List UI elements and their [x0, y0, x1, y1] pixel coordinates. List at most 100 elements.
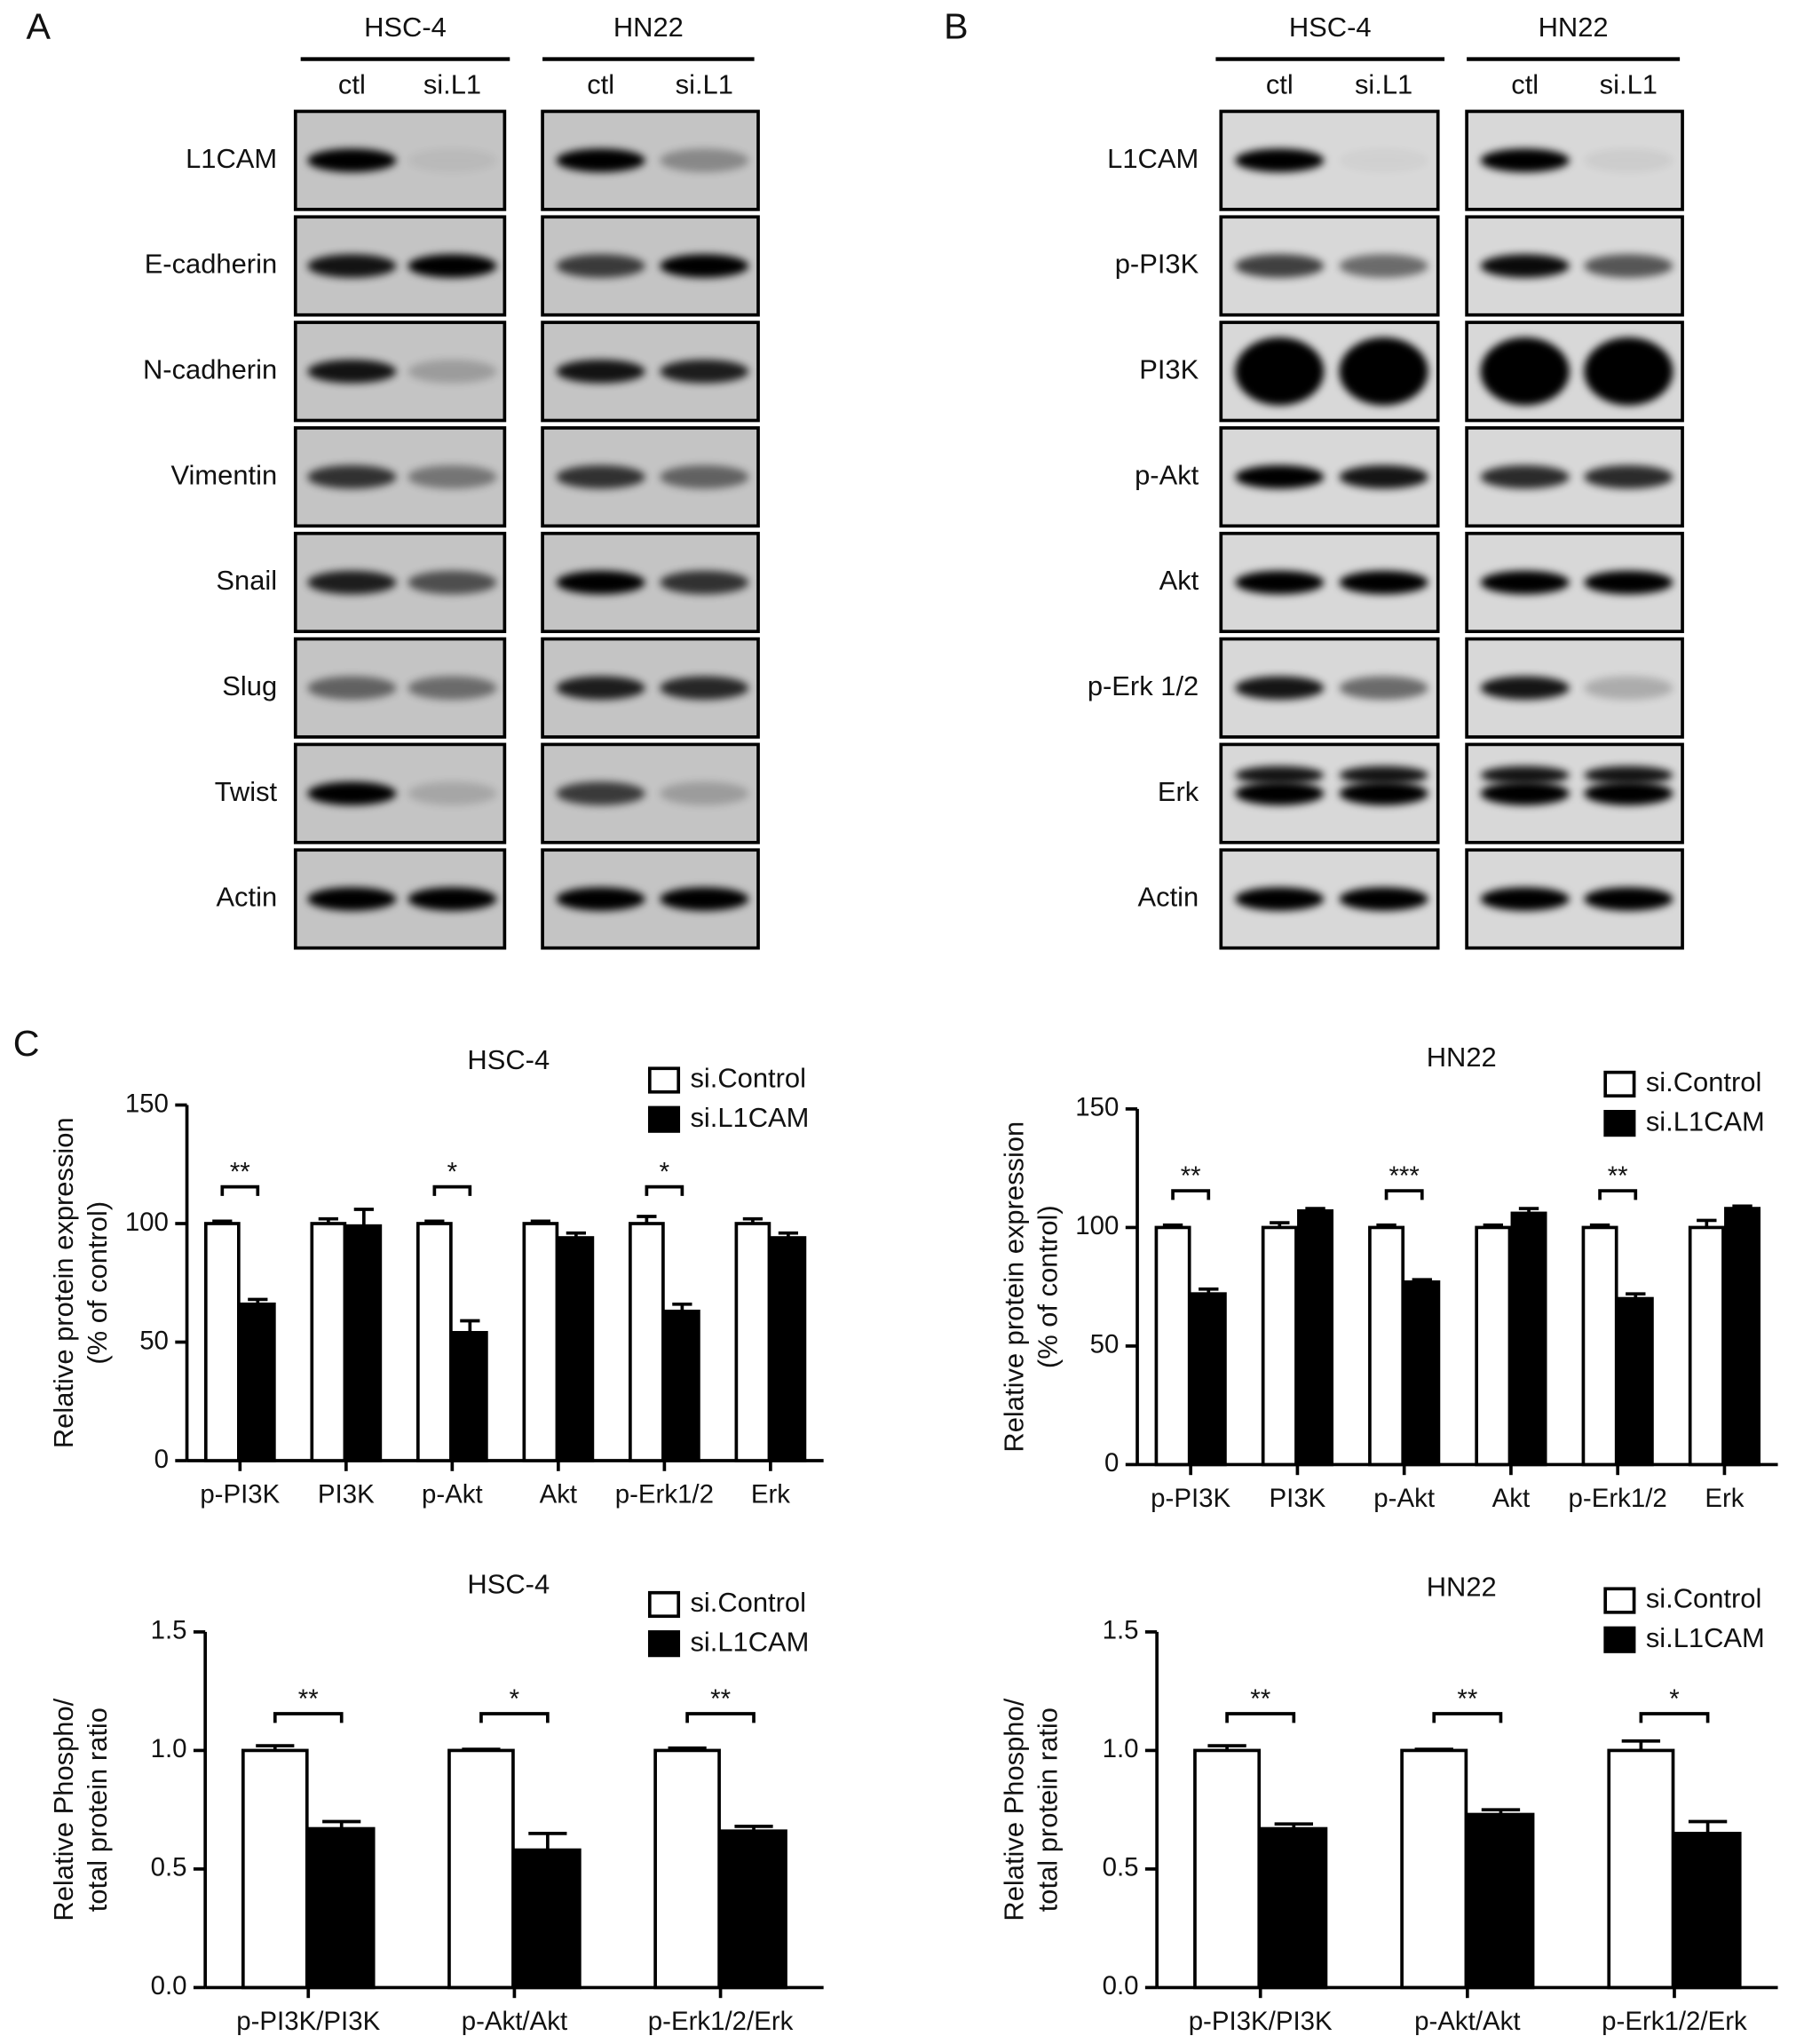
band [1584, 337, 1673, 406]
x-tick-label: p-Akt/Akt [462, 2007, 567, 2036]
significance-label: ** [298, 1684, 319, 1714]
row-label: p-PI3K [1115, 249, 1199, 280]
band [307, 781, 397, 805]
panel-label: C [13, 1023, 40, 1064]
row-label: Twist [215, 776, 278, 807]
significance-label: * [447, 1158, 457, 1187]
bar [239, 1302, 276, 1462]
legend-label: si.L1CAM [1646, 1105, 1765, 1137]
lane-label: ctl [338, 69, 366, 100]
band [407, 676, 497, 701]
significance-bracket [220, 1184, 260, 1196]
band [556, 464, 645, 489]
chart-title: HSC-4 [467, 1569, 550, 1600]
bar [310, 1222, 347, 1462]
y-axis-label: Relative Phospho/ [48, 1698, 79, 1921]
significance-label: ** [1250, 1684, 1270, 1714]
lane-label: si.L1 [1600, 69, 1658, 100]
x-tick-label: p-Erk1/2 [1569, 1484, 1667, 1513]
band [1480, 676, 1570, 701]
band [1584, 676, 1673, 701]
bar [629, 1222, 665, 1462]
band [1235, 570, 1325, 595]
band [1339, 570, 1428, 595]
band [307, 887, 397, 911]
band [1584, 781, 1673, 805]
x-tick-label: p-Akt [422, 1480, 483, 1509]
band [1235, 676, 1325, 701]
row-label: L1CAM [186, 143, 277, 174]
bar [1260, 1826, 1328, 1990]
legend-swatch [1603, 1626, 1636, 1653]
band [1235, 887, 1325, 911]
band [407, 781, 497, 805]
bar [1368, 1225, 1405, 1467]
bar [1400, 1748, 1468, 1990]
legend-label: si.L1CAM [690, 1626, 809, 1657]
band [556, 254, 645, 278]
band [1480, 570, 1570, 595]
significance-bracket [1171, 1189, 1211, 1200]
significance-bracket [1598, 1189, 1638, 1200]
legend-swatch [647, 1590, 681, 1619]
band [1480, 148, 1570, 172]
band [660, 676, 749, 701]
band [1480, 765, 1570, 785]
legend-swatch [647, 1630, 681, 1658]
bar [720, 1829, 787, 1990]
band [1480, 337, 1570, 406]
band [1339, 887, 1428, 911]
bar [664, 1309, 700, 1462]
bar [345, 1224, 383, 1462]
band [1235, 148, 1325, 172]
significance-bracket [432, 1184, 472, 1196]
legend-swatch [647, 1105, 681, 1133]
band [407, 464, 497, 489]
bar [1404, 1279, 1441, 1467]
legend-swatch [1603, 1110, 1636, 1137]
y-axis-label: Relative protein expression [48, 1117, 79, 1448]
lane-label: si.L1 [1355, 69, 1412, 100]
x-tick-label: p-PI3K/PI3K [1189, 2007, 1333, 2036]
group-label: HN22 [613, 12, 684, 43]
bar [451, 1330, 488, 1462]
y-axis-label: (% of control) [82, 1201, 113, 1365]
band [1340, 148, 1428, 172]
chart-title: HSC-4 [467, 1044, 550, 1075]
bar [307, 1826, 376, 1990]
band [1235, 254, 1325, 278]
bar [1193, 1748, 1262, 1990]
y-tick-label: 0 [1104, 1448, 1119, 1478]
bar [558, 1236, 595, 1462]
band [407, 570, 497, 595]
x-tick-label: Akt [540, 1480, 578, 1509]
legend-label: si.L1CAM [690, 1102, 809, 1133]
significance-bracket [1384, 1189, 1424, 1200]
significance-bracket [1432, 1712, 1503, 1723]
bar [1154, 1225, 1191, 1467]
bar [241, 1748, 309, 1990]
row-label: Actin [1138, 882, 1199, 913]
bar [1467, 1812, 1535, 1990]
lane-label: si.L1 [423, 69, 481, 100]
bar [522, 1222, 559, 1462]
band [1235, 337, 1325, 406]
band [307, 676, 397, 701]
x-tick-label: Erk [751, 1480, 790, 1509]
bar [770, 1236, 807, 1462]
y-tick-label: 100 [125, 1208, 169, 1237]
band [556, 360, 645, 384]
row-label: E-cadherin [145, 249, 277, 280]
bar [1297, 1208, 1334, 1467]
y-tick-label: 1.5 [1103, 1616, 1139, 1645]
band [660, 148, 749, 172]
y-tick-label: 100 [1075, 1211, 1119, 1240]
lane-label: ctl [1266, 69, 1294, 100]
significance-label: * [1669, 1684, 1679, 1714]
significance-bracket [685, 1712, 756, 1723]
legend-label: si.Control [1646, 1066, 1762, 1097]
y-tick-label: 0.5 [151, 1853, 187, 1882]
band [1339, 781, 1428, 805]
significance-bracket [1225, 1712, 1296, 1723]
